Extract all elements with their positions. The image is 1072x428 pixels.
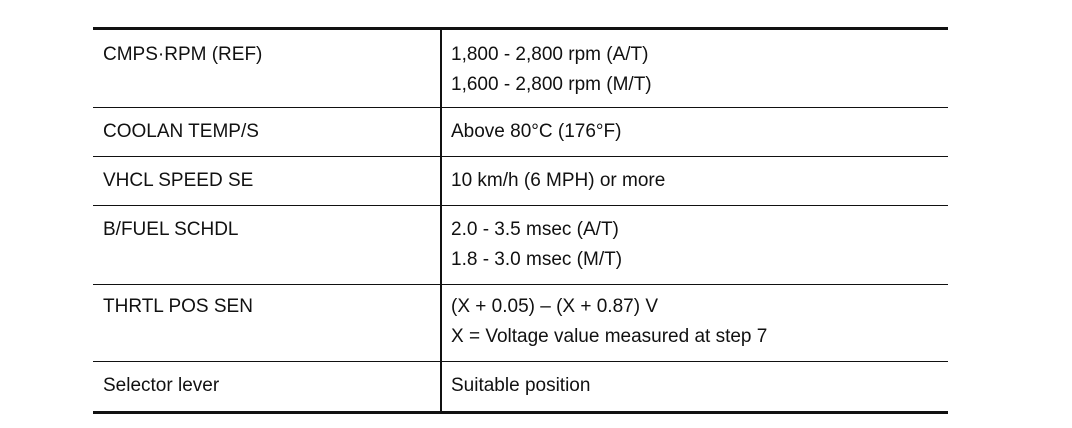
parameter-value: 2.0 - 3.5 msec (A/T) [451, 219, 619, 240]
parameter-label: COOLAN TEMP/S [103, 121, 259, 142]
parameter-label: Selector lever [103, 375, 220, 396]
row-divider [93, 361, 948, 362]
parameter-value: 10 km/h (6 MPH) or more [451, 170, 666, 191]
parameter-value: 1,800 - 2,800 rpm (A/T) [451, 44, 649, 65]
table-top-border [93, 27, 948, 30]
parameter-value: X = Voltage value measured at step 7 [451, 326, 768, 347]
table-bottom-border [93, 411, 948, 414]
parameter-value: Suitable position [451, 375, 591, 396]
row-divider [93, 156, 948, 157]
row-divider [93, 284, 948, 285]
parameter-label: VHCL SPEED SE [103, 170, 254, 191]
parameter-value: (X + 0.05) – (X + 0.87) V [451, 296, 658, 317]
parameter-value: 1,600 - 2,800 rpm (M/T) [451, 74, 652, 95]
parameter-label: B/FUEL SCHDL [103, 219, 239, 240]
column-divider [440, 28, 442, 413]
parameter-value: 1.8 - 3.0 msec (M/T) [451, 249, 623, 270]
parameter-value: Above 80°C (176°F) [451, 121, 622, 142]
parameter-label: THRTL POS SEN [103, 296, 253, 317]
row-divider [93, 107, 948, 108]
row-divider [93, 205, 948, 206]
parameter-label: CMPS·RPM (REF) [103, 44, 263, 65]
